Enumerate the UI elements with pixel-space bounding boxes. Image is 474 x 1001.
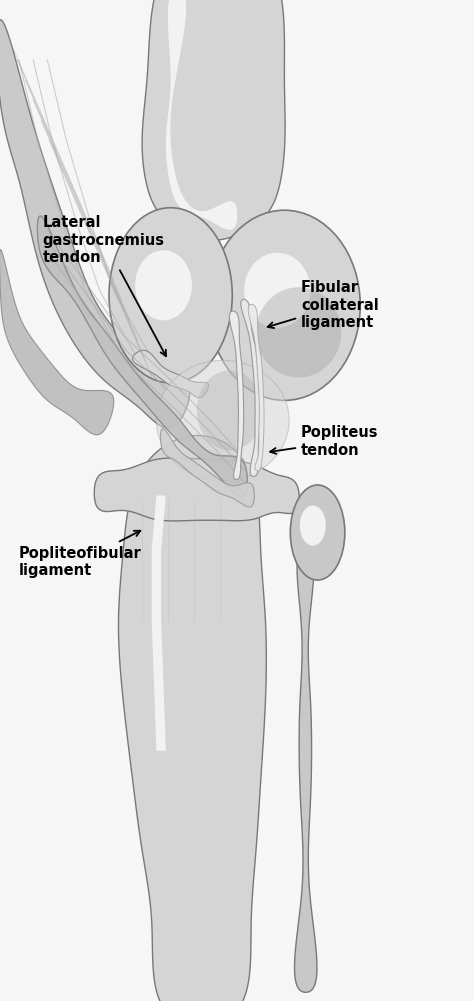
Ellipse shape — [156, 360, 289, 480]
Polygon shape — [241, 299, 260, 476]
Polygon shape — [161, 428, 254, 508]
Polygon shape — [0, 249, 114, 434]
Ellipse shape — [209, 210, 360, 400]
Ellipse shape — [300, 506, 326, 546]
Polygon shape — [133, 350, 209, 397]
Text: Popliteus
tendon: Popliteus tendon — [270, 425, 379, 457]
Polygon shape — [94, 458, 299, 521]
Polygon shape — [118, 435, 266, 1001]
Polygon shape — [0, 20, 190, 428]
Polygon shape — [229, 311, 244, 479]
Ellipse shape — [109, 208, 232, 383]
Text: Lateral
gastrocnemius
tendon: Lateral gastrocnemius tendon — [43, 215, 166, 356]
Ellipse shape — [290, 485, 345, 581]
Text: Fibular
collateral
ligament: Fibular collateral ligament — [268, 280, 379, 330]
Ellipse shape — [135, 250, 192, 320]
Polygon shape — [294, 546, 317, 992]
Polygon shape — [142, 0, 285, 240]
Polygon shape — [37, 216, 247, 496]
Polygon shape — [152, 495, 166, 751]
Polygon shape — [166, 0, 237, 230]
Ellipse shape — [256, 287, 341, 377]
Ellipse shape — [244, 253, 310, 328]
Text: Popliteofibular
ligament: Popliteofibular ligament — [19, 531, 142, 578]
Polygon shape — [248, 304, 264, 470]
Ellipse shape — [197, 370, 263, 450]
